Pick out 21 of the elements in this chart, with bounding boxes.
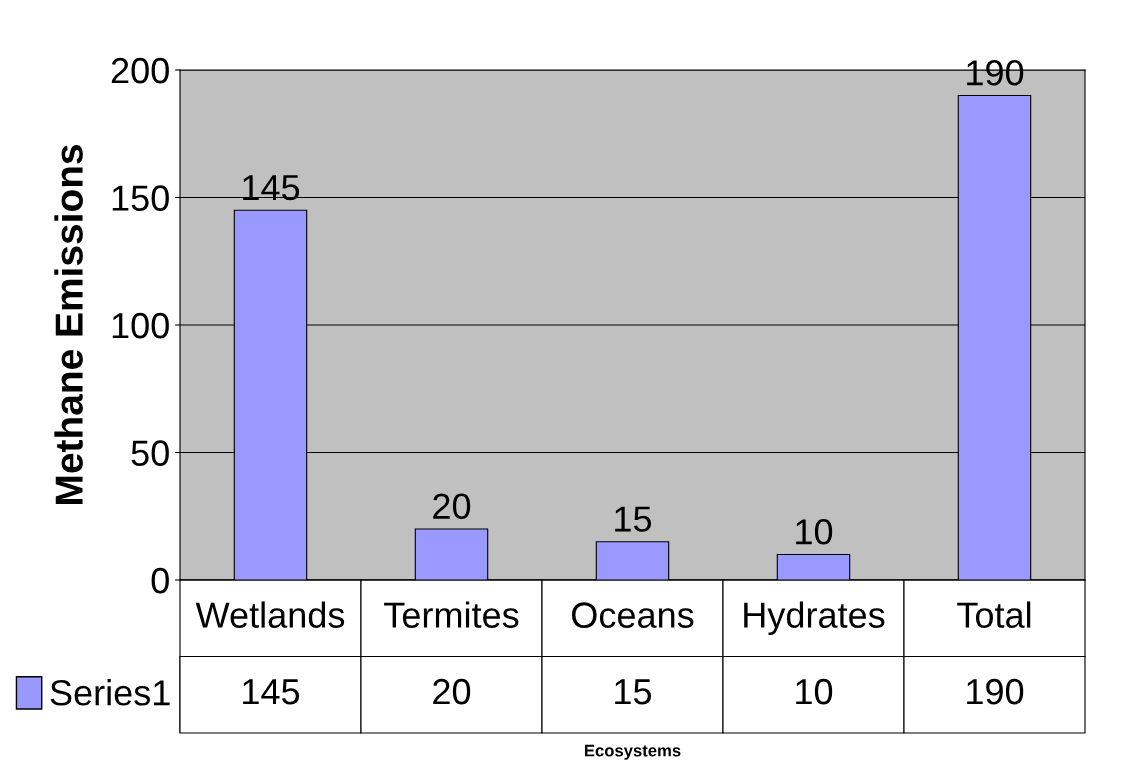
x-tick-label: Termites	[384, 601, 519, 628]
data-label: 20	[433, 678, 471, 705]
x-tick-label: Total	[957, 601, 1031, 628]
annotation: 20	[433, 493, 471, 520]
y-tick-label: 200	[111, 57, 169, 84]
y-tick-label: 0	[151, 567, 169, 594]
y-tick-label: 150	[112, 185, 169, 211]
x-tick-label: Oceans	[571, 602, 694, 628]
annotation: 10	[796, 519, 833, 545]
y-axis-title: Methane Emissions	[54, 145, 83, 504]
annotation: 15	[615, 506, 652, 532]
legend-label: Series1	[50, 679, 170, 706]
x-tick-label: Wetlands	[195, 601, 345, 628]
data-label: 145	[243, 679, 300, 705]
y-tick-label: 50	[131, 440, 169, 466]
data-label: 15	[615, 679, 652, 705]
y-tick-label: 100	[112, 312, 169, 339]
data-label: 190	[967, 678, 1024, 705]
text: Ecosystems	[584, 744, 681, 760]
data-label: 10	[796, 678, 833, 705]
x-tick-label: Hydrates	[744, 601, 885, 636]
